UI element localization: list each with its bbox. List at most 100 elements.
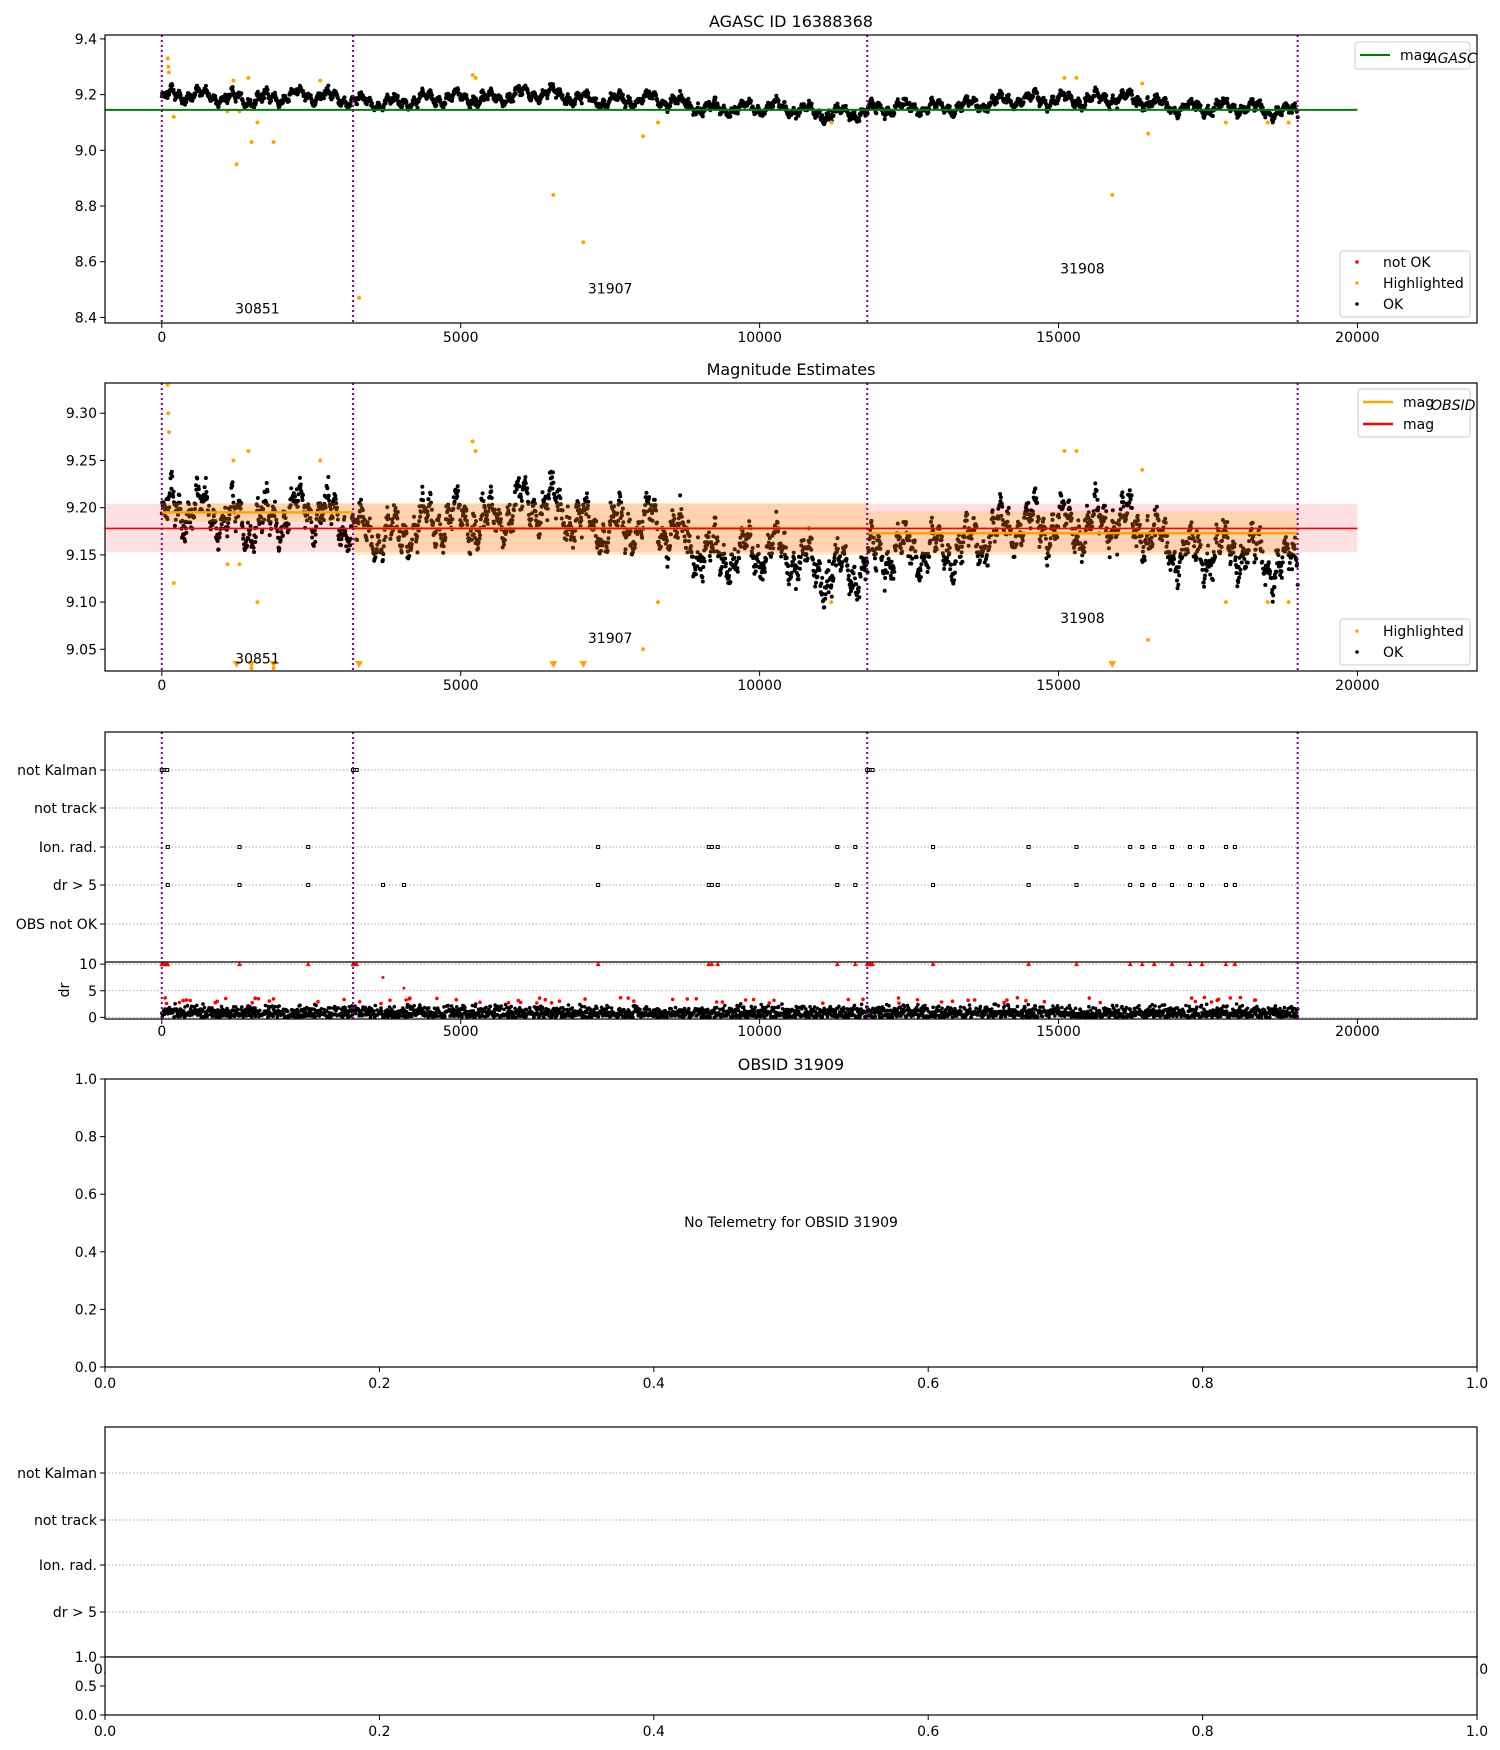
ok-point xyxy=(510,518,515,523)
ok-point xyxy=(1062,91,1067,96)
ok-point xyxy=(977,558,982,563)
ok-point xyxy=(665,538,669,543)
ok-point xyxy=(223,92,228,97)
ok-point xyxy=(274,517,279,522)
ok-point xyxy=(537,532,542,537)
ok-point xyxy=(390,520,395,525)
ok-point xyxy=(530,511,534,516)
ok-point xyxy=(720,564,725,569)
ok-point xyxy=(646,501,651,506)
ok-point xyxy=(513,91,518,96)
ok-point xyxy=(919,562,924,567)
ok-point xyxy=(267,533,272,538)
ok-point xyxy=(231,500,236,505)
ok-point xyxy=(1150,103,1155,108)
ok-point xyxy=(484,513,489,518)
ok-point xyxy=(653,503,658,508)
ok-point xyxy=(1127,488,1132,493)
ok-point xyxy=(520,504,525,509)
ok-point xyxy=(1263,115,1268,120)
ok-point xyxy=(747,519,752,524)
ok-point xyxy=(1012,554,1017,559)
ok-point xyxy=(265,489,270,494)
ok-point xyxy=(213,519,218,524)
ok-point xyxy=(998,495,1003,500)
ok-point xyxy=(627,517,632,522)
ok-point xyxy=(820,592,825,596)
ok-point xyxy=(255,89,260,94)
ok-point xyxy=(1251,100,1256,105)
ok-point xyxy=(874,111,879,116)
ok-point xyxy=(891,576,896,581)
ok-point xyxy=(722,551,727,556)
chart-title: Magnitude Estimates xyxy=(707,360,876,379)
ok-point xyxy=(532,497,537,502)
ok-point xyxy=(1026,91,1031,96)
highlighted-point xyxy=(357,295,362,300)
ok-point xyxy=(710,543,715,548)
ok-point xyxy=(917,578,922,583)
ok-point xyxy=(656,539,661,544)
ok-point xyxy=(272,506,277,511)
ok-point xyxy=(947,104,952,109)
ok-point xyxy=(255,503,260,508)
ok-point xyxy=(918,568,923,573)
ok-point xyxy=(713,95,718,100)
ok-point xyxy=(702,559,707,564)
ok-point xyxy=(735,569,740,574)
highlighted-point xyxy=(1074,75,1079,80)
ok-point xyxy=(840,560,845,565)
ok-point xyxy=(245,543,249,548)
ok-point xyxy=(1121,500,1126,505)
ok-point xyxy=(446,505,451,510)
highlighted-point xyxy=(166,70,171,75)
ok-point xyxy=(774,509,779,514)
ok-point xyxy=(195,476,200,481)
ok-point xyxy=(321,96,326,101)
ok-point xyxy=(259,515,263,520)
ok-point xyxy=(355,538,360,542)
highlighted-point xyxy=(641,134,646,139)
ok-point xyxy=(870,98,874,103)
ok-point xyxy=(602,98,607,103)
ok-point xyxy=(721,542,726,547)
ok-point xyxy=(786,564,791,569)
ok-point xyxy=(356,521,361,526)
ok-point xyxy=(253,540,258,544)
ok-point xyxy=(193,507,197,511)
ok-point xyxy=(409,542,414,547)
ok-point xyxy=(728,114,733,119)
ok-point xyxy=(678,89,683,93)
ok-point xyxy=(793,587,798,591)
legend-label: mag xyxy=(1400,48,1431,64)
ok-point xyxy=(829,583,834,588)
ok-point xyxy=(261,507,266,512)
ok-point xyxy=(421,498,426,503)
ok-point xyxy=(434,103,439,108)
ok-point xyxy=(383,534,388,539)
ok-point xyxy=(252,550,256,554)
ok-point xyxy=(783,552,787,557)
ok-point xyxy=(639,530,644,535)
ok-point xyxy=(695,564,700,569)
highlighted-point xyxy=(1062,75,1067,80)
highlighted-point xyxy=(473,75,478,80)
ok-point xyxy=(551,480,556,485)
x-tick-label: 15000 xyxy=(1036,330,1081,346)
ok-point xyxy=(558,496,563,501)
ok-point xyxy=(1120,490,1125,495)
ok-point xyxy=(658,544,663,549)
ok-point xyxy=(370,101,374,106)
ok-point xyxy=(502,542,506,547)
ok-point xyxy=(537,100,542,105)
ok-point xyxy=(364,102,369,107)
ok-point xyxy=(1177,112,1182,117)
ok-point xyxy=(318,501,322,506)
ok-point xyxy=(594,96,599,101)
ok-point xyxy=(171,489,176,494)
ok-point xyxy=(507,511,512,516)
ok-point xyxy=(231,493,235,498)
ok-point xyxy=(789,570,794,575)
x-tick-label: 5000 xyxy=(443,330,479,346)
ok-point xyxy=(431,97,436,101)
